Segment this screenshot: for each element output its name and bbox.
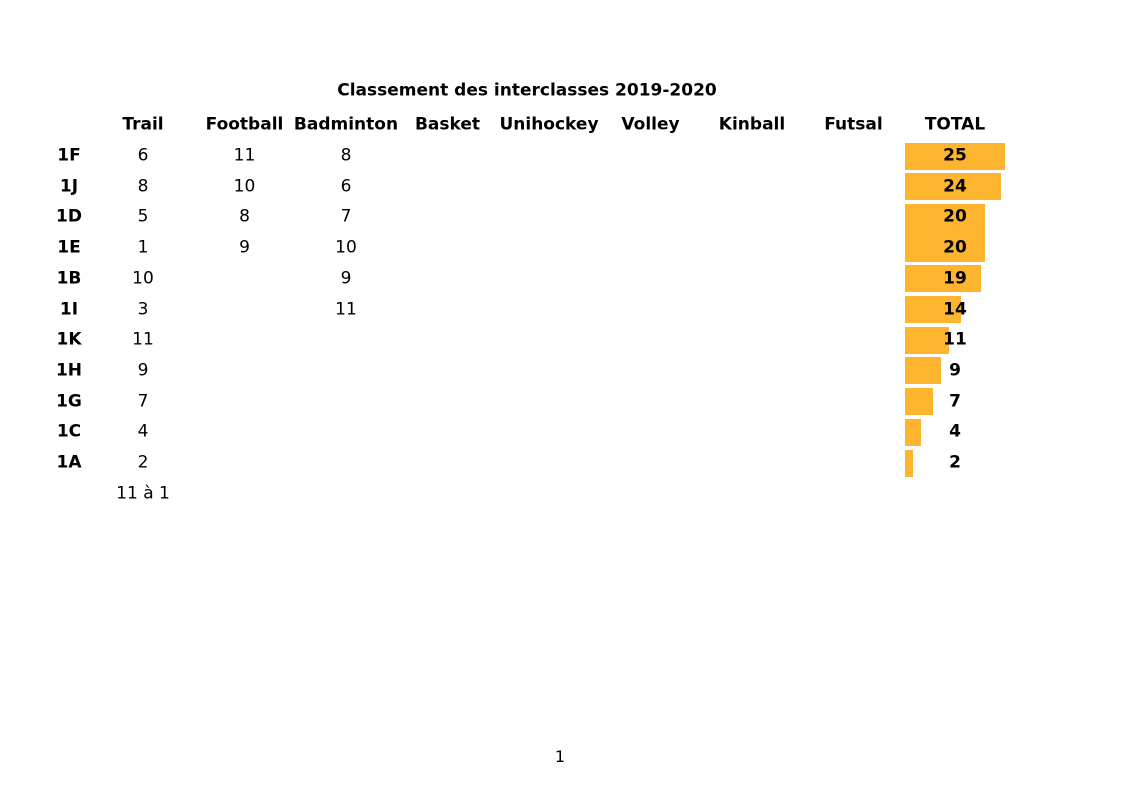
value-cell: 8 — [137, 176, 149, 197]
value-cell: 10 — [233, 176, 256, 197]
total-bar — [905, 326, 949, 354]
total-bar — [905, 418, 921, 446]
total-bar — [905, 142, 1005, 170]
value-cell: 8 — [239, 206, 250, 227]
column-header-kinball: Kinball — [718, 114, 786, 135]
row-label: 1A — [56, 452, 82, 473]
value-cell: 10 — [132, 268, 154, 289]
value-cell: 4 — [137, 421, 149, 442]
row-label: 1D — [56, 206, 82, 227]
total-bar — [905, 173, 1001, 201]
column-header-unihockey: Unihockey — [499, 114, 599, 135]
value-cell: 7 — [137, 391, 149, 412]
chart-title: Classement des interclasses 2019-2020 — [337, 80, 717, 101]
page-number: 1 — [554, 747, 566, 766]
value-cell: 11 — [233, 145, 256, 166]
column-header-football: Football — [205, 114, 284, 135]
total-value: 24 — [943, 176, 967, 197]
row-label: 1G — [56, 391, 82, 412]
column-header-volley: Volley — [621, 114, 680, 135]
value-cell: 5 — [137, 206, 149, 227]
value-cell: 9 — [239, 237, 250, 258]
total-value: 2 — [949, 452, 961, 473]
column-header-total: TOTAL — [924, 114, 986, 135]
value-cell: 3 — [137, 299, 149, 319]
total-value: 4 — [949, 421, 961, 442]
value-cell: 9 — [340, 268, 352, 289]
value-cell: 11 — [335, 299, 357, 319]
total-bar — [905, 234, 985, 262]
total-value: 7 — [949, 391, 961, 412]
value-cell: 10 — [335, 237, 357, 258]
total-value: 20 — [943, 237, 967, 258]
row-label: 1F — [57, 145, 81, 166]
column-header-futsal: Futsal — [824, 114, 883, 135]
row-label: 1K — [56, 329, 82, 350]
total-value: 14 — [943, 299, 967, 319]
value-cell: 6 — [137, 145, 149, 166]
row-label: 1E — [57, 237, 81, 258]
total-bar — [905, 265, 981, 293]
row-label: 1H — [55, 360, 83, 381]
total-value: 20 — [943, 206, 967, 227]
total-bar — [905, 296, 961, 323]
value-cell: 8 — [340, 145, 352, 166]
column-header-trail: Trail — [122, 114, 164, 135]
total-bar — [905, 203, 985, 236]
value-cell: 11 — [132, 329, 154, 350]
total-value: 19 — [943, 268, 967, 289]
total-value: 11 — [943, 329, 967, 350]
total-bar — [905, 388, 933, 416]
footer-note: 11 à 1 — [116, 483, 170, 504]
value-cell: 9 — [137, 360, 149, 381]
total-bar — [905, 357, 941, 385]
row-label: 1B — [56, 268, 82, 289]
value-cell: 1 — [137, 237, 149, 258]
column-header-basket: Basket — [414, 114, 481, 135]
value-cell: 7 — [340, 206, 352, 227]
row-label: 1J — [59, 176, 79, 197]
column-header-badminton: Badminton — [293, 114, 399, 135]
value-cell: 6 — [340, 176, 352, 197]
value-cell: 2 — [137, 452, 149, 473]
total-value: 25 — [943, 145, 967, 166]
total-value: 9 — [949, 360, 961, 381]
row-label: 1I — [59, 299, 79, 319]
total-bar — [905, 449, 913, 477]
row-label: 1C — [56, 421, 82, 442]
